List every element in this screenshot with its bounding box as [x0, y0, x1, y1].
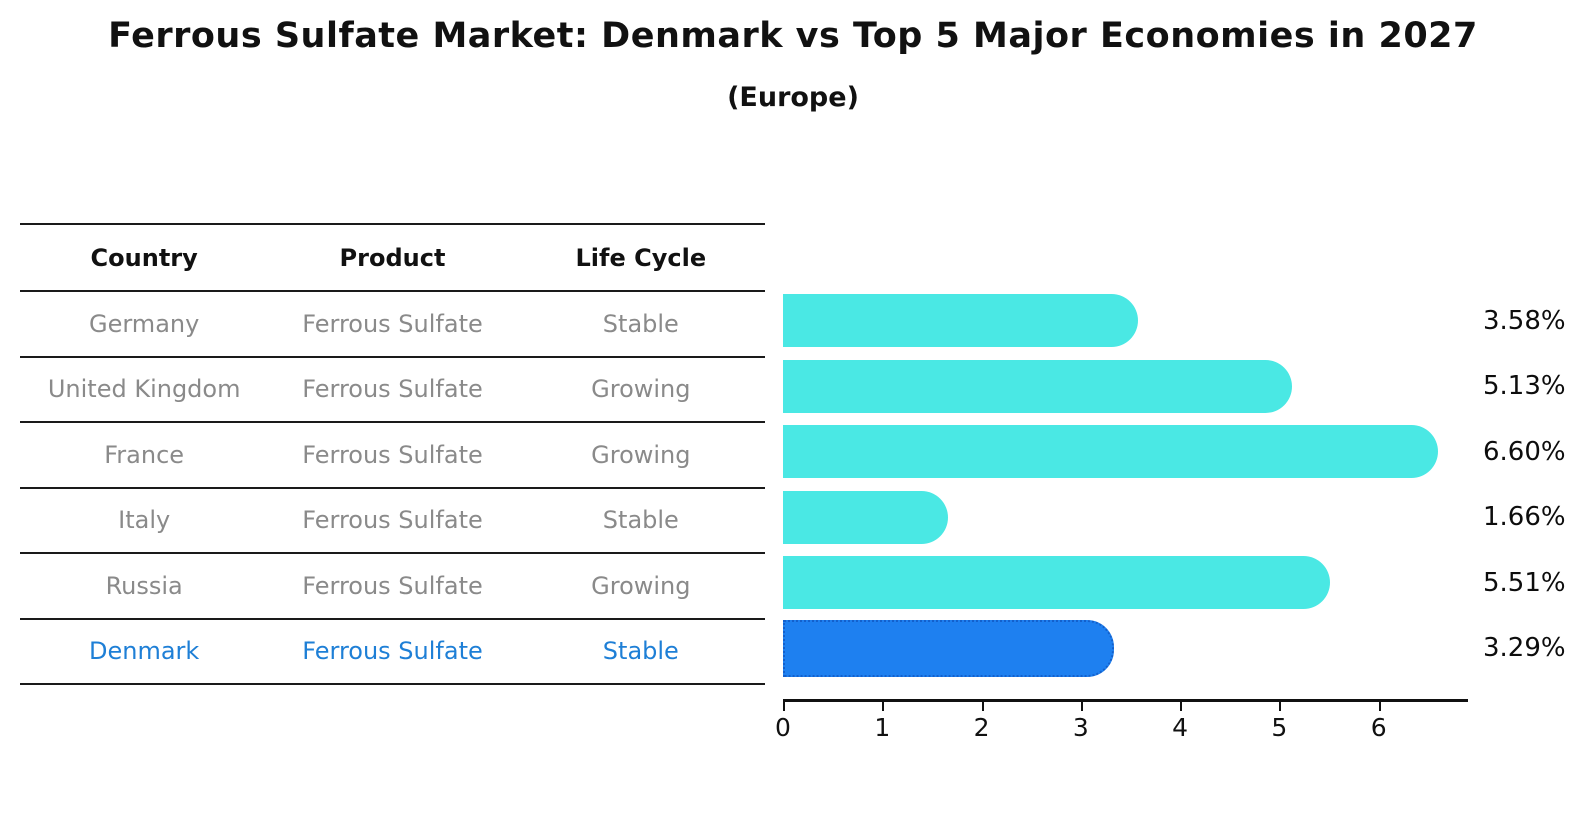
x-axis: 0 1 2 3 4 5 6 [775, 699, 1468, 742]
table-row-france: France Ferrous Sulfate Growing [20, 423, 765, 489]
cell-country: United Kingdom [47, 375, 241, 404]
x-axis-tick-label: 5 [1271, 713, 1288, 742]
cell-product: Ferrous Sulfate [302, 375, 483, 404]
cell-country: Denmark [89, 637, 200, 666]
value-label-germany: 3.58% [1483, 305, 1566, 336]
header-life-cycle: Life Cycle [575, 243, 707, 272]
x-axis-tick-label: 3 [1072, 713, 1089, 742]
x-axis-tick [981, 701, 984, 711]
cell-country: Germany [89, 309, 200, 338]
cell-product: Ferrous Sulfate [302, 571, 483, 600]
cell-life-cycle: Growing [591, 375, 691, 404]
x-axis-tick-label: 4 [1172, 713, 1189, 742]
value-label-italy: 1.66% [1483, 502, 1566, 533]
cell-life-cycle: Growing [591, 440, 691, 469]
cell-life-cycle: Stable [602, 637, 679, 666]
table-header-row: Country Product Life Cycle [20, 223, 765, 292]
bar-row-united-kingdom [783, 354, 1468, 420]
table-row-germany: Germany Ferrous Sulfate Stable [20, 292, 765, 358]
header-product: Product [339, 243, 446, 272]
cell-product: Ferrous Sulfate [302, 637, 483, 666]
cell-life-cycle: Growing [591, 571, 691, 600]
bar-germany [783, 294, 1139, 347]
x-axis-tick [882, 701, 885, 711]
cell-life-cycle: Stable [602, 309, 679, 338]
value-label-russia: 5.51% [1483, 567, 1566, 598]
x-axis-tick-label: 6 [1370, 713, 1387, 742]
x-axis-tick-label: 2 [973, 713, 990, 742]
bar-plot [783, 288, 1468, 683]
cell-country: France [104, 440, 185, 469]
table-row-russia: Russia Ferrous Sulfate Growing [20, 554, 765, 620]
header-country: Country [90, 243, 198, 272]
x-axis-tick [1378, 701, 1381, 711]
x-axis-tick [783, 701, 785, 711]
bar-row-france [783, 419, 1468, 485]
page-title: Ferrous Sulfate Market: Denmark vs Top 5… [108, 16, 1478, 56]
value-label-denmark: 3.29% [1483, 633, 1566, 664]
cell-product: Ferrous Sulfate [302, 440, 483, 469]
bar-row-denmark [783, 616, 1468, 682]
bar-france [783, 425, 1439, 478]
value-label-france: 6.60% [1483, 436, 1566, 467]
bar-row-italy [783, 485, 1468, 551]
x-axis-tick-label: 0 [775, 713, 791, 742]
table-row-denmark: Denmark Ferrous Sulfate Stable [20, 620, 765, 685]
page-subtitle: (Europe) [727, 82, 859, 113]
x-axis-tick-label: 1 [874, 713, 891, 742]
x-axis-tick [1279, 701, 1282, 711]
x-axis-tick [1180, 701, 1183, 711]
table-row-italy: Italy Ferrous Sulfate Stable [20, 489, 765, 554]
cell-life-cycle: Stable [602, 506, 679, 535]
x-axis-line [783, 699, 1468, 702]
value-label-column: 3.58% 5.13% 6.60% 1.66% 5.51% 3.29% [1483, 288, 1583, 681]
cell-product: Ferrous Sulfate [302, 309, 483, 338]
value-label-united-kingdom: 5.13% [1483, 371, 1566, 402]
cell-country: Russia [105, 571, 183, 600]
bar-russia [783, 556, 1330, 609]
x-axis-tick [1080, 701, 1083, 711]
country-table: Country Product Life Cycle Germany Ferro… [20, 223, 765, 685]
bar-row-germany [783, 288, 1468, 354]
bar-denmark [783, 619, 1114, 677]
bar-row-russia [783, 550, 1468, 616]
table-row-united-kingdom: United Kingdom Ferrous Sulfate Growing [20, 358, 765, 423]
cell-country: Italy [118, 506, 171, 535]
cell-product: Ferrous Sulfate [302, 506, 483, 535]
bar-italy [783, 490, 948, 544]
bar-united-kingdom [783, 359, 1293, 413]
